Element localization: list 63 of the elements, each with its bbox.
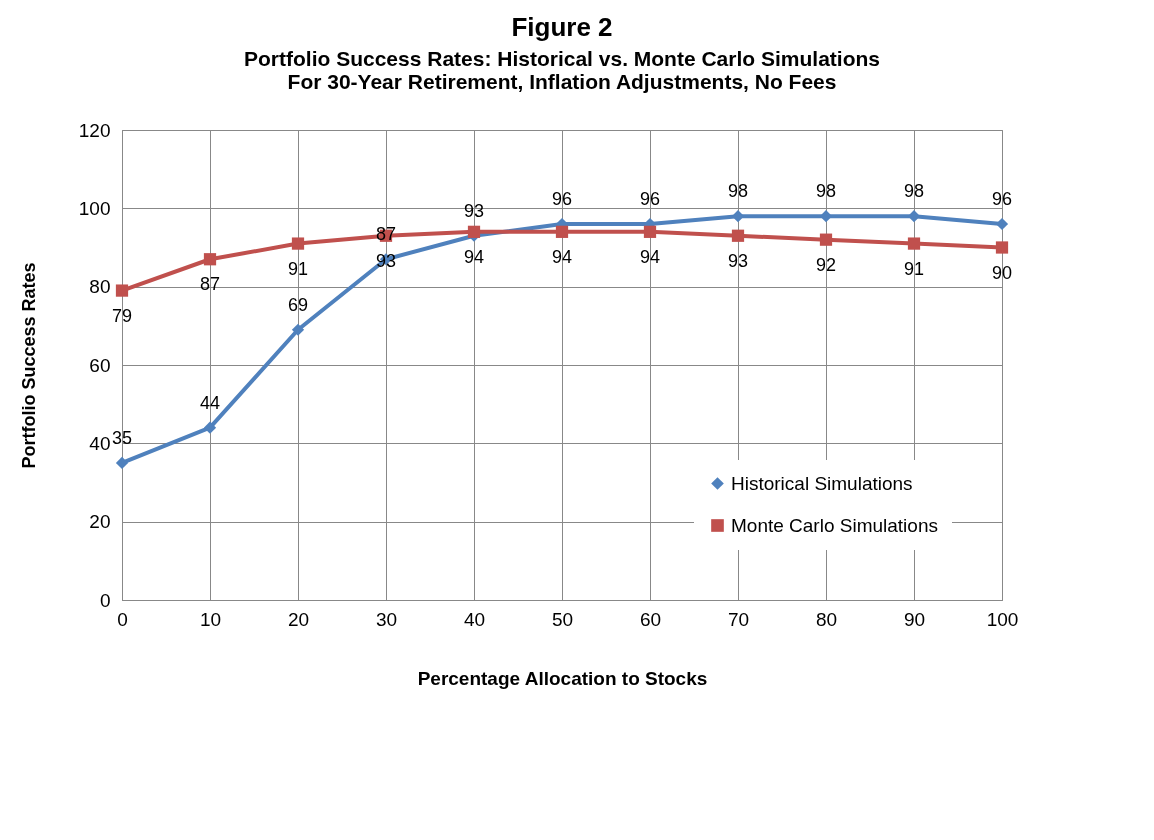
data-label: 98 <box>903 181 925 202</box>
y-axis-title: Portfolio Success Rates <box>18 262 39 469</box>
x-tick-label: 10 <box>199 608 222 630</box>
y-tick-label: 100 <box>78 197 111 219</box>
x-tick-label: 80 <box>815 608 838 630</box>
legend-label: Historical Simulations <box>731 472 913 494</box>
y-tick-label: 40 <box>89 432 111 454</box>
data-label: 94 <box>463 246 485 267</box>
x-tick-label: 30 <box>375 608 398 630</box>
data-label: 94 <box>639 246 661 267</box>
point <box>819 233 833 246</box>
x-tick-label: 40 <box>463 608 486 630</box>
chart-title: Figure 2 <box>511 12 613 42</box>
data-label: 93 <box>463 200 485 221</box>
point <box>819 210 833 223</box>
data-label: 96 <box>551 189 573 209</box>
y-tick-label: 20 <box>89 511 111 533</box>
x-tick-label: 100 <box>986 608 1019 630</box>
y-tick-label: 120 <box>78 119 111 141</box>
x-axis-title: Percentage Allocation to Stocks <box>417 667 708 689</box>
point <box>555 225 569 238</box>
point <box>907 210 921 223</box>
x-tick-label: 0 <box>117 608 128 630</box>
x-tick-label: 90 <box>903 608 926 630</box>
data-label: 92 <box>815 254 837 275</box>
data-label: 79 <box>111 305 133 326</box>
x-tick-label: 50 <box>551 608 574 630</box>
data-label: 98 <box>815 181 837 202</box>
data-label: 96 <box>639 189 661 209</box>
data-label: 91 <box>903 258 925 279</box>
data-label: 90 <box>991 262 1013 283</box>
point <box>995 241 1009 254</box>
text: For 30-Year Retirement, Inflation Adjustments, No Fees <box>287 70 837 93</box>
point <box>731 210 745 223</box>
point <box>643 225 657 238</box>
point <box>291 323 305 336</box>
x-tick-label: 70 <box>727 608 750 630</box>
y-tick-label: 80 <box>89 276 111 298</box>
data-label: 93 <box>727 250 749 271</box>
y-tick-label: 60 <box>89 354 111 376</box>
y-tick-label: 0 <box>99 589 111 611</box>
legend-label: Monte Carlo Simulations <box>731 514 938 536</box>
data-label: 87 <box>375 224 397 245</box>
text: Portfolio Success Rates: Historical vs. Monte Carlo Simulations <box>244 47 880 70</box>
data-label: 94 <box>551 246 573 267</box>
x-tick-label: 20 <box>287 608 310 630</box>
data-label: 44 <box>199 392 221 413</box>
point <box>115 284 129 297</box>
data-label: 98 <box>727 181 749 202</box>
point <box>115 456 129 470</box>
data-label: 96 <box>991 189 1013 209</box>
point <box>203 421 217 434</box>
data-label: 69 <box>287 294 309 315</box>
point <box>731 229 745 242</box>
x-tick-label: 60 <box>639 608 662 630</box>
point <box>907 237 921 250</box>
point <box>467 225 481 238</box>
data-label: 91 <box>287 258 309 279</box>
point <box>291 237 305 250</box>
data-label: 35 <box>111 427 133 448</box>
data-label: 87 <box>199 274 221 295</box>
point <box>203 253 217 266</box>
point <box>995 217 1009 231</box>
